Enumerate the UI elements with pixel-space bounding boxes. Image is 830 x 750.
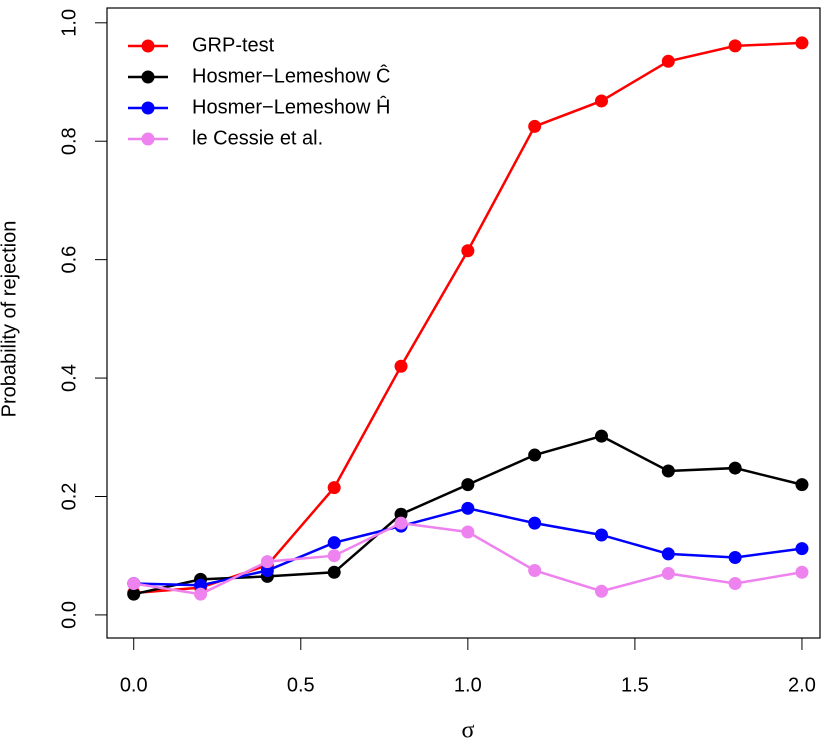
legend-label: Hosmer−Lemeshow Ĥ xyxy=(192,95,390,118)
data-point xyxy=(194,587,208,601)
data-point xyxy=(795,542,809,556)
data-point xyxy=(661,54,675,68)
x-tick-label: 1.0 xyxy=(454,674,482,696)
y-tick-label: 0.2 xyxy=(58,483,80,511)
data-point xyxy=(528,564,542,577)
data-point xyxy=(594,528,608,542)
y-tick-label: 0.6 xyxy=(58,246,80,274)
series-line xyxy=(133,434,803,596)
x-tick-label: 1.5 xyxy=(621,674,649,696)
data-point xyxy=(795,478,809,492)
data-point xyxy=(394,359,408,373)
data-point xyxy=(194,578,208,592)
y-axis-label: Probability of rejection xyxy=(0,221,20,418)
y-tick-label: 0.8 xyxy=(58,127,80,155)
data-point xyxy=(461,525,475,539)
data-point xyxy=(795,565,809,579)
data-point xyxy=(528,516,542,530)
y-tick-label: 0.0 xyxy=(58,601,80,629)
data-point xyxy=(394,507,408,521)
legend-marker xyxy=(141,70,155,84)
data-point xyxy=(461,501,475,515)
data-point xyxy=(461,478,475,492)
plot-frame xyxy=(106,7,821,639)
data-point xyxy=(594,94,608,108)
data-point xyxy=(728,39,742,53)
y-tick-label: 0.4 xyxy=(58,364,80,392)
data-point xyxy=(728,550,742,564)
data-point xyxy=(594,429,608,443)
data-point xyxy=(394,516,408,530)
x-axis-label: σ xyxy=(462,718,475,744)
y-tick-label: 1.0 xyxy=(58,9,80,37)
data-point xyxy=(528,448,542,462)
legend-label: GRP-test xyxy=(192,34,275,56)
x-tick-label: 2.0 xyxy=(788,674,816,696)
data-point xyxy=(728,461,742,475)
legend-marker xyxy=(141,39,155,53)
data-point xyxy=(127,587,141,601)
legend-label: Hosmer−Lemeshow Ĉ xyxy=(192,64,390,87)
data-point xyxy=(260,555,274,569)
legend-marker xyxy=(141,101,155,115)
data-point xyxy=(127,577,141,591)
data-point xyxy=(728,577,742,591)
data-point xyxy=(327,536,341,550)
data-point xyxy=(594,584,608,598)
data-point xyxy=(661,464,675,478)
data-point xyxy=(661,547,675,561)
data-point xyxy=(327,565,341,579)
data-point xyxy=(661,566,675,580)
x-tick-label: 0.0 xyxy=(120,674,148,696)
data-point xyxy=(327,481,341,495)
series-line xyxy=(133,507,803,587)
data-point xyxy=(528,119,542,133)
legend-marker xyxy=(141,132,155,146)
x-tick-label: 0.5 xyxy=(287,674,315,696)
data-point xyxy=(461,244,475,258)
data-point xyxy=(260,564,274,577)
data-point xyxy=(327,549,341,563)
legend-label: le Cessie et al. xyxy=(192,127,323,149)
data-point xyxy=(795,36,809,50)
